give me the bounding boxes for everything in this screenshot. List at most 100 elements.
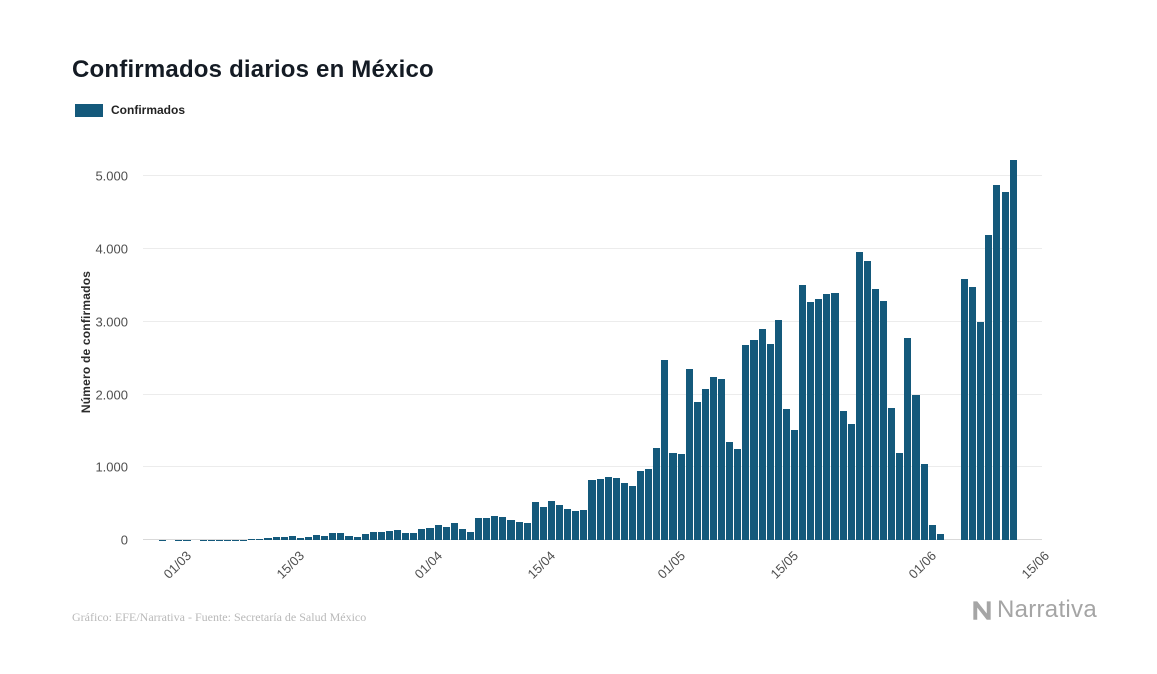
narrativa-n-icon <box>969 597 995 623</box>
bar[interactable] <box>572 510 580 540</box>
bar[interactable] <box>564 508 572 540</box>
bar[interactable] <box>296 537 304 540</box>
bar[interactable] <box>799 285 807 540</box>
bar[interactable] <box>920 463 928 540</box>
bar[interactable] <box>547 501 556 540</box>
bar[interactable] <box>604 477 612 540</box>
bar[interactable] <box>620 482 628 540</box>
bar[interactable] <box>855 252 863 540</box>
bar[interactable] <box>847 423 855 540</box>
bar[interactable] <box>766 343 774 540</box>
bar[interactable] <box>361 533 369 540</box>
bar[interactable] <box>240 539 248 540</box>
bar[interactable] <box>272 536 280 540</box>
bar[interactable] <box>337 533 345 540</box>
bar[interactable] <box>693 401 701 540</box>
bar[interactable] <box>928 525 936 540</box>
bar[interactable] <box>685 369 693 540</box>
bar[interactable] <box>539 507 547 540</box>
bar[interactable] <box>385 530 394 540</box>
bar[interactable] <box>369 532 377 540</box>
bar[interactable] <box>442 527 450 540</box>
bar[interactable] <box>677 454 685 540</box>
bar[interactable] <box>823 294 831 540</box>
bar[interactable] <box>831 293 839 540</box>
bar[interactable] <box>961 278 969 540</box>
bar[interactable] <box>410 532 418 540</box>
bar[interactable] <box>321 536 329 540</box>
bar[interactable] <box>750 340 758 540</box>
bar[interactable] <box>628 486 637 540</box>
bar[interactable] <box>450 523 458 540</box>
bar[interactable] <box>880 300 888 540</box>
bar[interactable] <box>839 410 847 540</box>
bar[interactable] <box>418 528 426 540</box>
bar[interactable] <box>288 536 296 540</box>
bar[interactable] <box>499 517 507 540</box>
bar[interactable] <box>726 441 734 540</box>
bar[interactable] <box>871 289 879 540</box>
bar[interactable] <box>904 337 912 540</box>
bar[interactable] <box>912 394 920 540</box>
bar[interactable] <box>815 298 823 540</box>
bar[interactable] <box>936 534 944 540</box>
bar[interactable] <box>466 532 475 540</box>
bar[interactable] <box>790 430 799 540</box>
bar[interactable] <box>345 535 353 540</box>
bar[interactable] <box>264 537 272 540</box>
bar[interactable] <box>596 478 604 540</box>
bar[interactable] <box>491 516 499 540</box>
y-tick-label: 2.000 <box>95 387 128 403</box>
bar[interactable] <box>637 470 645 540</box>
bar[interactable] <box>896 452 904 540</box>
bar[interactable] <box>1009 160 1017 540</box>
bar[interactable] <box>531 502 539 540</box>
bar[interactable] <box>1001 191 1009 540</box>
bar[interactable] <box>718 378 726 540</box>
bar[interactable] <box>977 321 985 540</box>
bar[interactable] <box>701 389 709 540</box>
bar[interactable] <box>507 519 515 540</box>
bar[interactable] <box>458 529 466 540</box>
bar[interactable] <box>782 409 790 540</box>
x-tick-label: 15/04 <box>524 548 559 582</box>
gridline <box>143 248 1042 250</box>
bar[interactable] <box>888 407 896 540</box>
bar[interactable] <box>426 528 434 540</box>
bar[interactable] <box>394 530 402 540</box>
bar[interactable] <box>669 452 677 540</box>
bar[interactable] <box>985 234 993 540</box>
bar[interactable] <box>523 522 531 540</box>
bar[interactable] <box>612 478 620 540</box>
bar[interactable] <box>248 539 256 540</box>
bar[interactable] <box>709 377 718 540</box>
bar[interactable] <box>653 448 661 540</box>
bar[interactable] <box>742 345 750 540</box>
bar[interactable] <box>515 522 523 540</box>
bar[interactable] <box>402 533 410 540</box>
bar[interactable] <box>580 509 588 540</box>
chart-legend[interactable]: Confirmados <box>75 103 185 117</box>
bar[interactable] <box>377 531 385 540</box>
bar[interactable] <box>475 518 483 540</box>
bar[interactable] <box>556 505 564 540</box>
bar[interactable] <box>280 537 288 540</box>
bar[interactable] <box>758 329 766 540</box>
bar[interactable] <box>807 302 815 540</box>
bar[interactable] <box>329 533 337 540</box>
y-tick-label: 3.000 <box>95 314 128 330</box>
bar[interactable] <box>256 538 264 540</box>
bar[interactable] <box>774 319 782 540</box>
bar[interactable] <box>304 536 313 540</box>
bar[interactable] <box>993 184 1001 540</box>
bar[interactable] <box>661 360 669 540</box>
bar[interactable] <box>313 534 321 540</box>
bar[interactable] <box>969 286 977 540</box>
bar[interactable] <box>588 480 596 540</box>
bar[interactable] <box>645 469 653 540</box>
bar[interactable] <box>863 260 871 540</box>
bar[interactable] <box>353 536 361 540</box>
bar[interactable] <box>734 449 742 540</box>
bar[interactable] <box>434 525 442 540</box>
bar[interactable] <box>483 518 491 540</box>
